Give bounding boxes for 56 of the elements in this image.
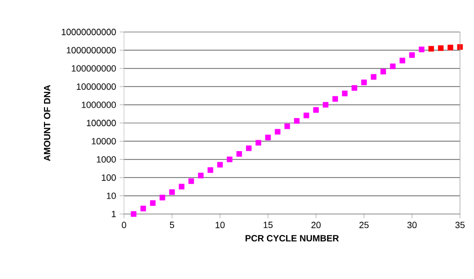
point [140, 206, 146, 212]
point [178, 184, 184, 190]
y-tick-label: 10000000000 [62, 28, 116, 36]
point [246, 145, 252, 152]
point [294, 118, 300, 124]
x-axis-title: PCR CYCLE NUMBER [246, 235, 339, 242]
y-tick-label: 100 [102, 174, 116, 181]
y-tick-label: 10000000 [76, 83, 116, 90]
point [188, 178, 194, 184]
x-tick-label: 30 [407, 222, 417, 228]
point [217, 162, 223, 168]
y-tick-label: 100000000 [72, 65, 116, 72]
x-tick-label: 10 [216, 222, 225, 228]
point [400, 58, 406, 64]
point [226, 156, 232, 162]
y-tick-label: 1 [112, 210, 116, 218]
point [284, 123, 290, 130]
point [313, 107, 319, 113]
point [438, 45, 444, 51]
point [390, 64, 396, 70]
point [322, 102, 328, 108]
point [198, 172, 204, 178]
x-tick-label: 25 [359, 222, 369, 228]
point [428, 46, 434, 52]
y-tick-label: 1000000 [82, 102, 116, 108]
point [236, 151, 242, 157]
x-tick-label: 35 [455, 222, 465, 228]
point [265, 134, 271, 140]
x-tick-label: 20 [311, 222, 321, 228]
x-tick-label: 5 [170, 222, 174, 228]
point [342, 90, 348, 96]
x-tick-label: 0 [122, 222, 126, 228]
point [448, 44, 454, 50]
y-tick-label: 10 [106, 192, 116, 199]
point [409, 52, 415, 58]
x-tick-label: 15 [264, 222, 273, 228]
point [304, 112, 310, 118]
point [169, 189, 175, 195]
point [352, 85, 358, 91]
y-tick-label: 10000 [92, 138, 116, 144]
point [361, 80, 367, 86]
point [418, 46, 424, 52]
point [370, 74, 376, 80]
point [256, 140, 262, 146]
y-tick-label: 100000 [86, 120, 116, 126]
point [208, 167, 214, 173]
y-axis-title: AMOUNT OF DNA [44, 85, 50, 162]
point [380, 68, 386, 74]
point [274, 128, 280, 135]
point [130, 211, 136, 217]
y-tick-label: 1000000000 [66, 47, 116, 54]
point [150, 200, 156, 206]
point [457, 44, 463, 50]
y-tick-label: 1000 [96, 156, 116, 163]
point [332, 96, 338, 102]
point [160, 194, 166, 200]
